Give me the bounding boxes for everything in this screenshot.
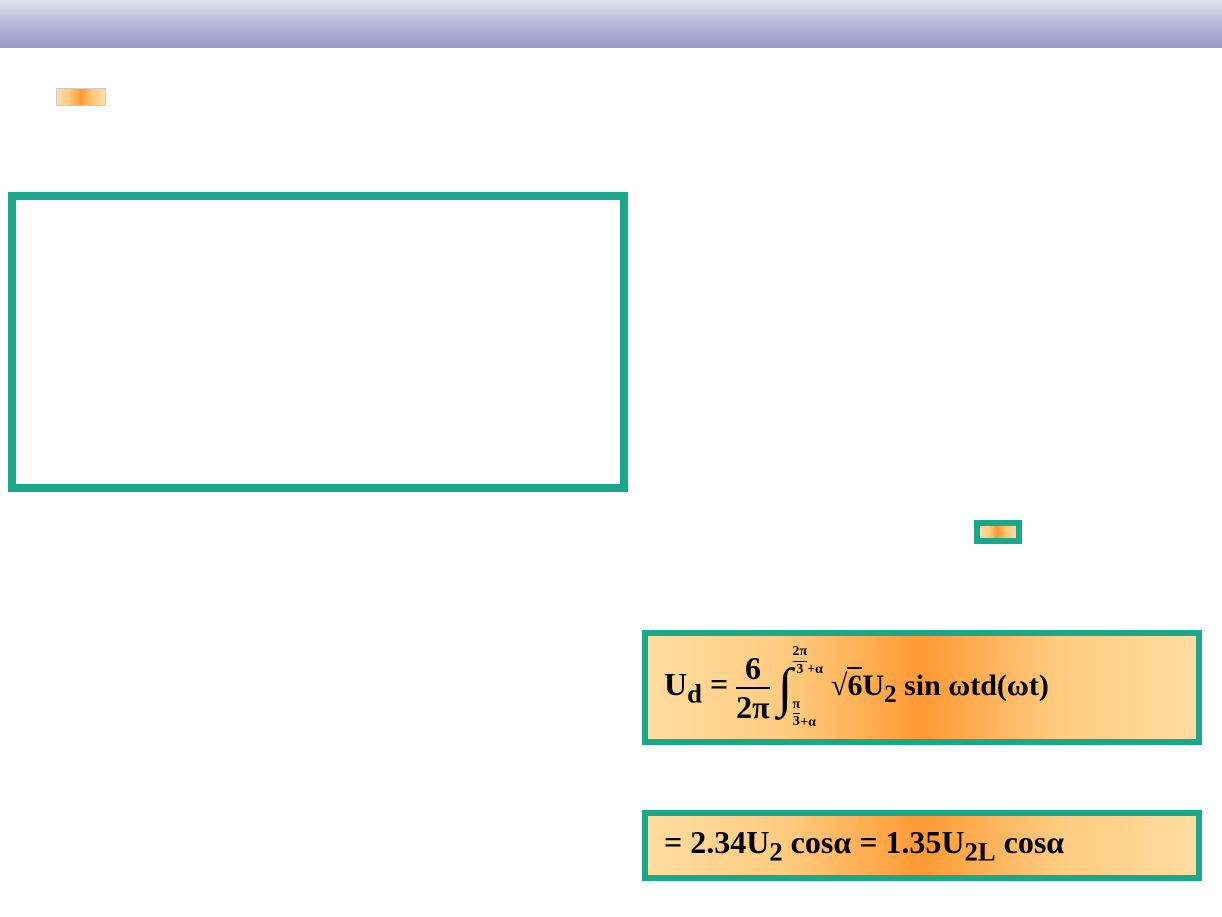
circuit-svg: [702, 130, 1182, 430]
formula-integral: Ud = 6 2π ∫2π3+απ3+α √6U2 sin ωtd(ωt): [642, 630, 1202, 745]
chart2-svg: [20, 510, 620, 880]
condition-box: [974, 520, 1022, 544]
three-phase-waveform-chart: [8, 192, 628, 492]
chart1-svg: [16, 200, 620, 484]
bridge-rectifier-circuit: [702, 130, 1182, 430]
output-voltage-chart: [20, 510, 620, 880]
formula-result: = 2.34U2 cosα = 1.35U2L cosα: [642, 810, 1202, 881]
slide-header: [0, 0, 1222, 48]
control-angle-box: [56, 88, 106, 106]
